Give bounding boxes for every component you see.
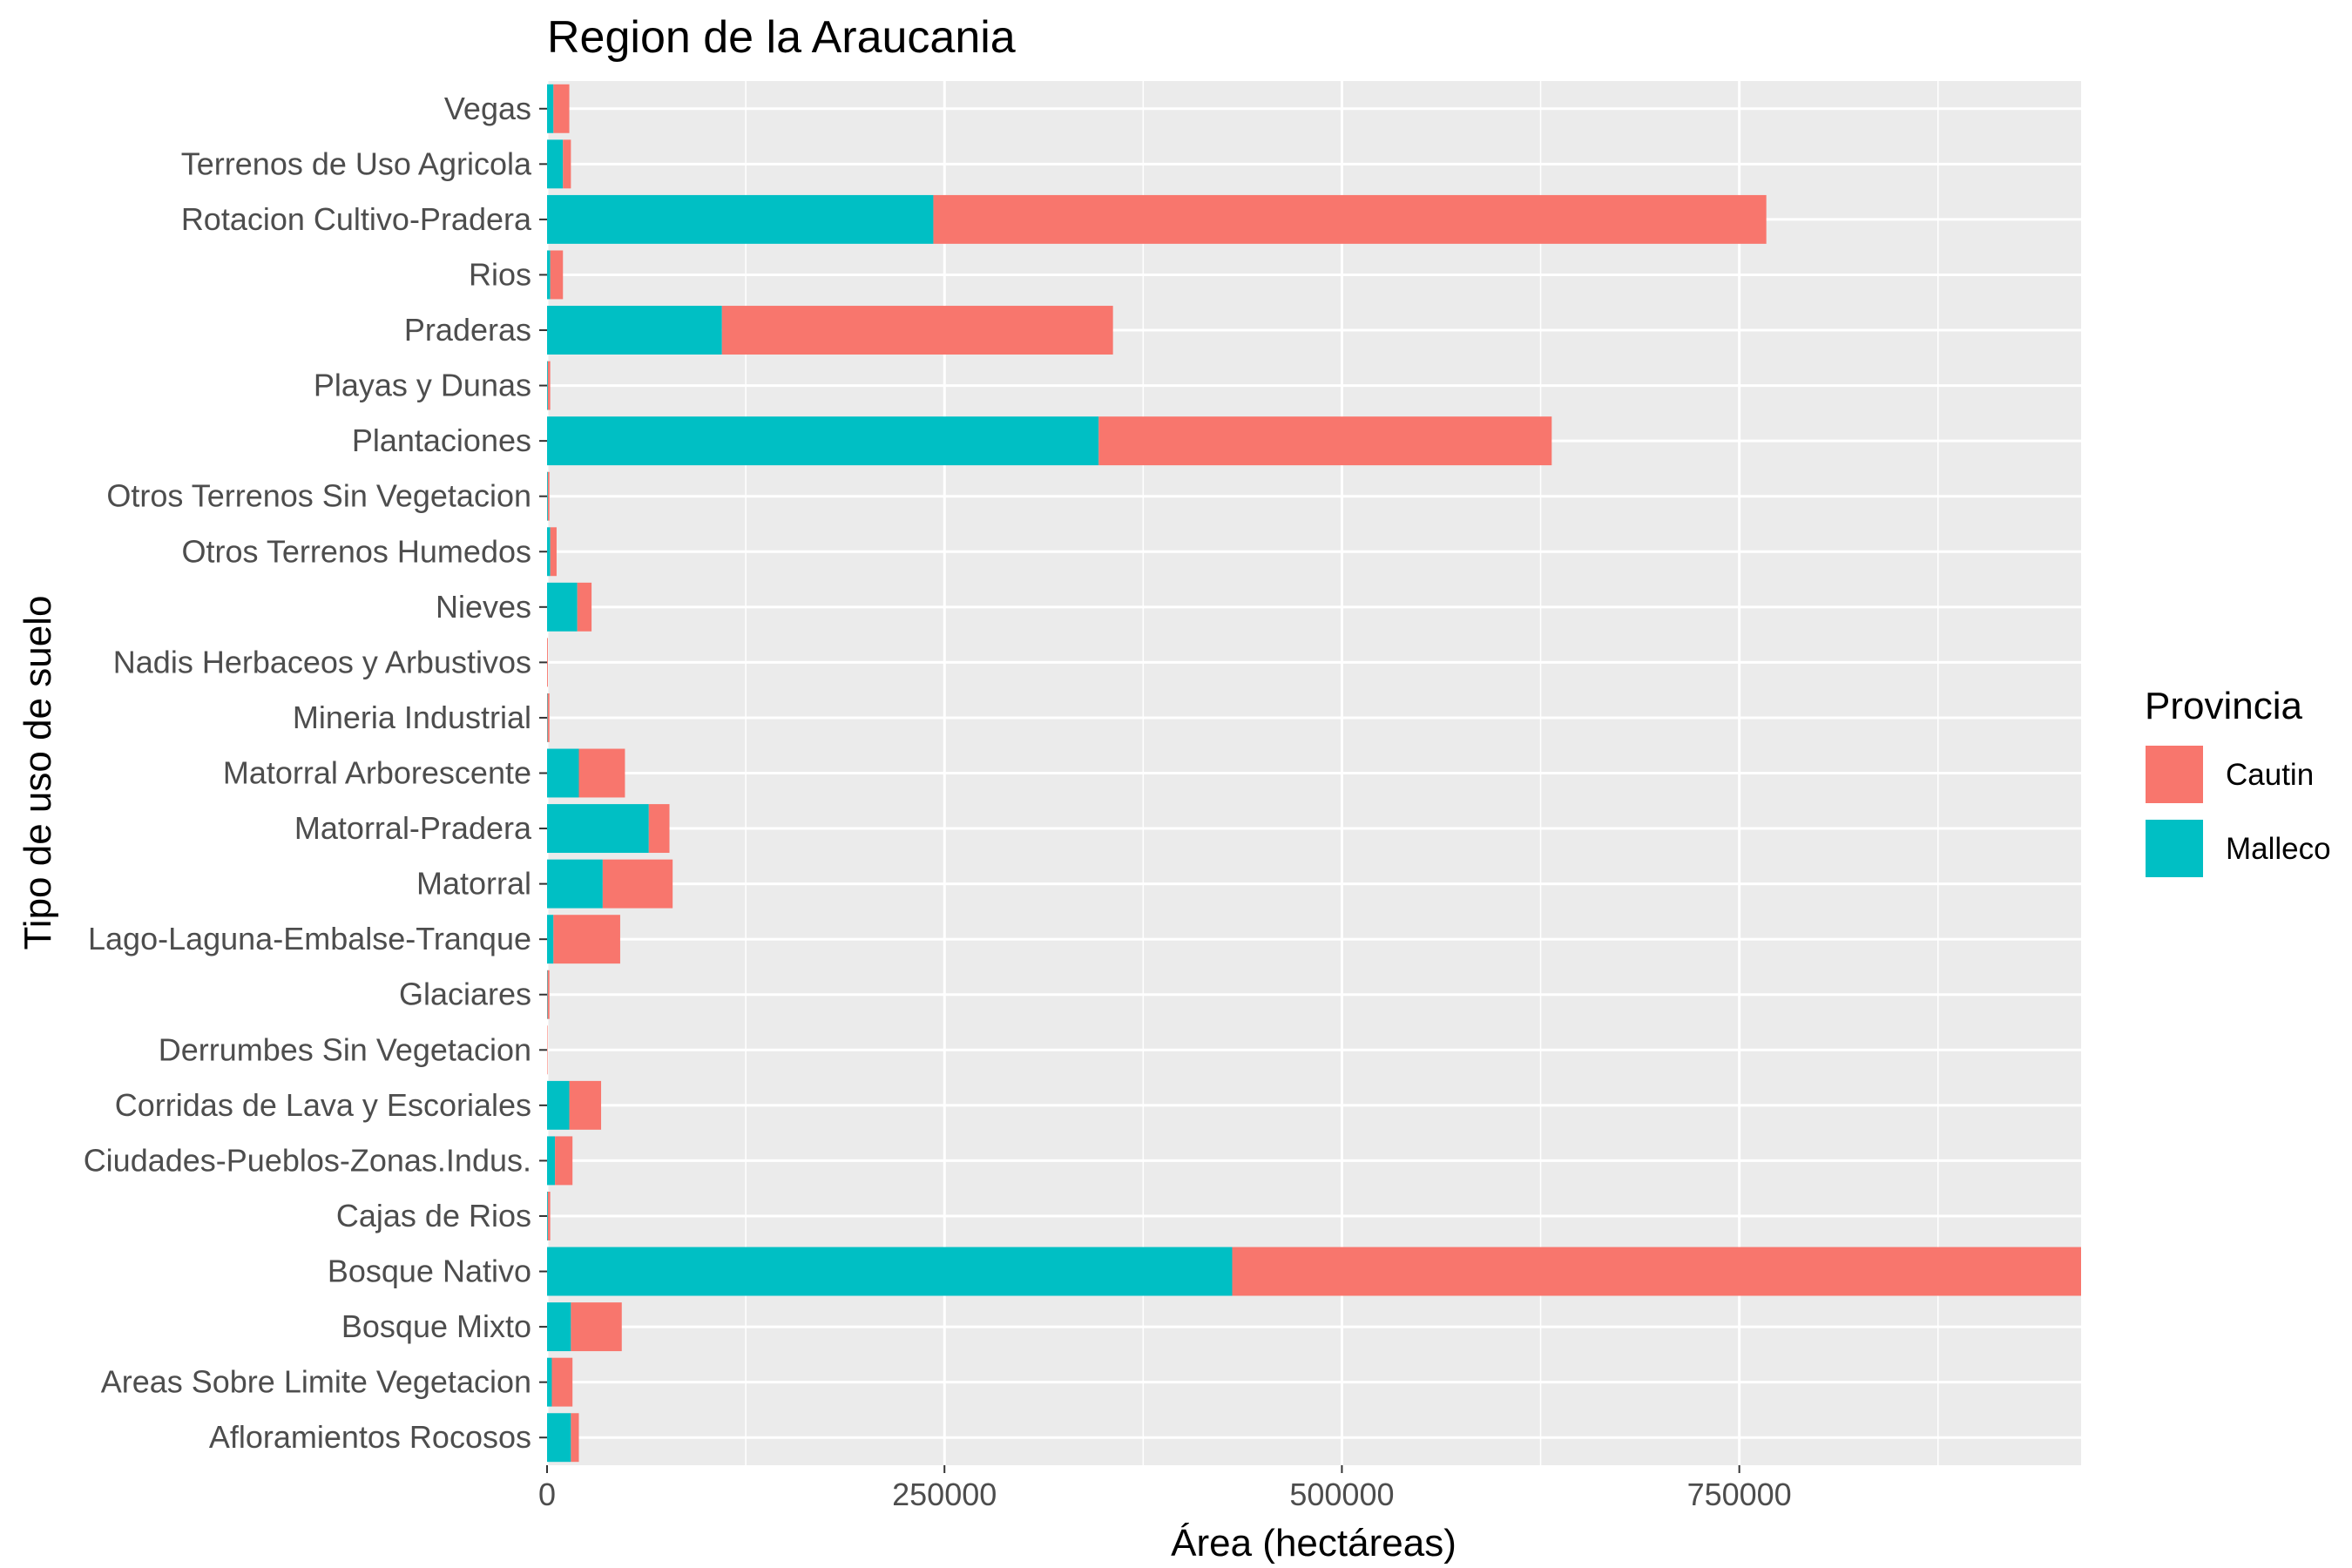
y-tick-label: Nieves — [436, 589, 531, 625]
bar-cautin-mineria-industrial — [547, 693, 550, 742]
y-tick-label: Matorral-Pradera — [294, 810, 532, 846]
bar-malleco-otros-terrenos-sin-vegetacion — [547, 471, 548, 521]
bar-cautin-praderas — [721, 306, 1113, 355]
bar-cautin-nieves — [577, 582, 592, 632]
bar-malleco-cajas-de-rios — [547, 1192, 548, 1240]
x-tick-label: 750000 — [1687, 1477, 1792, 1512]
legend-key-malleco — [2146, 820, 2203, 877]
bar-malleco-vegas — [547, 84, 554, 133]
legend-title: Provincia — [2145, 685, 2302, 727]
bar-malleco-playas-y-dunas — [547, 361, 548, 410]
x-axis-title: Área (hectáreas) — [1171, 1522, 1456, 1565]
bar-cautin-corridas-de-lava-y-escoriales — [569, 1080, 602, 1130]
y-tick-label: Plantaciones — [352, 422, 531, 458]
y-tick-label: Rotacion Cultivo-Pradera — [181, 201, 532, 237]
bar-malleco-areas-sobre-limite-vegetacion — [547, 1357, 552, 1407]
y-tick-label: Derrumbes Sin Vegetacion — [159, 1031, 531, 1067]
y-tick-label: Corridas de Lava y Escoriales — [115, 1087, 531, 1123]
bar-malleco-nieves — [547, 582, 578, 632]
bar-cautin-derrumbes-sin-vegetacion — [547, 1025, 548, 1075]
bar-cautin-nadis-herbaceos-y-arbustivos — [547, 638, 548, 687]
y-tick-label: Afloramientos Rocosos — [209, 1419, 531, 1455]
bar-cautin-plantaciones — [1098, 416, 1552, 466]
y-tick-label: Bosque Mixto — [341, 1308, 531, 1344]
y-axis-title: Tipo de uso de suelo — [17, 596, 59, 950]
chart-title: Region de la Araucania — [547, 12, 1016, 63]
bar-malleco-bosque-nativo — [547, 1247, 1233, 1296]
y-tick-label: Bosque Nativo — [328, 1254, 531, 1289]
bar-cautin-bosque-nativo — [1232, 1247, 2081, 1296]
bar-malleco-bosque-mixto — [547, 1302, 571, 1352]
bar-cautin-playas-y-dunas — [547, 361, 551, 410]
y-tick-label: Terrenos de Uso Agricola — [181, 145, 532, 181]
y-tick-label: Matorral — [416, 866, 531, 902]
legend-items: Cautin Malleco — [2146, 746, 2331, 877]
bar-malleco-rotacion-cultivo-pradera — [547, 194, 934, 244]
y-tick-labels: Vegas Terrenos de Uso Agricola Rotacion Cu… — [84, 91, 547, 1455]
y-tick-label: Ciudades-Pueblos-Zonas.Indus. — [84, 1142, 531, 1178]
bar-malleco-afloramientos-rocosos — [547, 1413, 571, 1463]
bar-malleco-terrenos-de-uso-agricola — [547, 139, 564, 189]
y-tick-label: Areas Sobre Limite Vegetacion — [101, 1364, 531, 1400]
y-tick-label: Lago-Laguna-Embalse-Tranque — [88, 921, 531, 956]
y-tick-label: Otros Terrenos Humedos — [181, 533, 531, 569]
y-tick-label: Nadis Herbaceos y Arbustivos — [113, 644, 531, 679]
bar-malleco-ciudades-pueblos-zonas-indus- — [547, 1136, 556, 1186]
x-tick-labels: 0 250000 500000 750000 — [538, 1465, 1792, 1512]
bar-malleco-otros-terrenos-humedos — [547, 527, 551, 577]
y-tick-label: Cajas de Rios — [336, 1198, 531, 1233]
bar-cautin-rotacion-cultivo-pradera — [933, 194, 1767, 244]
bar-cautin-matorral — [602, 859, 673, 909]
y-tick-label: Vegas — [444, 91, 531, 126]
bar-malleco-matorral-arborescente — [547, 748, 579, 798]
x-tick-label: 250000 — [892, 1477, 997, 1512]
bar-malleco-plantaciones — [547, 416, 1099, 466]
bar-cautin-matorral-arborescente — [578, 748, 625, 798]
legend-label-malleco: Malleco — [2226, 832, 2331, 866]
bar-malleco-rios — [547, 250, 551, 300]
y-tick-label: Glaciares — [399, 977, 531, 1012]
bar-cautin-vegas — [553, 84, 570, 133]
bar-cautin-ciudades-pueblos-zonas-indus- — [555, 1136, 573, 1186]
bar-malleco-matorral-pradera — [547, 804, 649, 854]
bar-cautin-matorral-pradera — [648, 804, 670, 854]
bar-cautin-lago-laguna-embalse-tranque — [553, 915, 620, 964]
x-tick-label: 500000 — [1289, 1477, 1394, 1512]
bar-cautin-terrenos-de-uso-agricola — [563, 139, 571, 189]
y-tick-label: Mineria Industrial — [293, 700, 531, 735]
bar-malleco-glaciares — [547, 970, 548, 1019]
bar-cautin-glaciares — [547, 970, 550, 1019]
bar-cautin-bosque-mixto — [571, 1302, 622, 1352]
y-tick-label: Rios — [469, 256, 531, 292]
x-tick-label: 0 — [538, 1477, 556, 1512]
bar-malleco-praderas — [547, 306, 722, 355]
y-tick-label: Matorral Arborescente — [223, 755, 531, 791]
bar-malleco-matorral — [547, 859, 603, 909]
bars — [547, 84, 2081, 1463]
bar-cautin-rios — [550, 250, 564, 300]
bar-cautin-areas-sobre-limite-vegetacion — [551, 1357, 573, 1407]
bar-malleco-lago-laguna-embalse-tranque — [547, 915, 554, 964]
legend-key-cautin — [2146, 746, 2203, 803]
bar-cautin-otros-terrenos-sin-vegetacion — [547, 471, 550, 521]
y-tick-label: Praderas — [404, 312, 531, 348]
y-tick-label: Playas y Dunas — [314, 368, 531, 403]
bar-cautin-otros-terrenos-humedos — [550, 527, 557, 577]
bar-malleco-mineria-industrial — [547, 693, 548, 742]
y-tick-label: Otros Terrenos Sin Vegetacion — [106, 478, 531, 514]
bar-cautin-cajas-de-rios — [547, 1192, 551, 1240]
legend-label-cautin: Cautin — [2226, 758, 2314, 792]
bar-malleco-corridas-de-lava-y-escoriales — [547, 1080, 570, 1130]
bar-cautin-afloramientos-rocosos — [571, 1413, 579, 1463]
legend: Provincia Cautin Malleco — [2145, 685, 2331, 877]
